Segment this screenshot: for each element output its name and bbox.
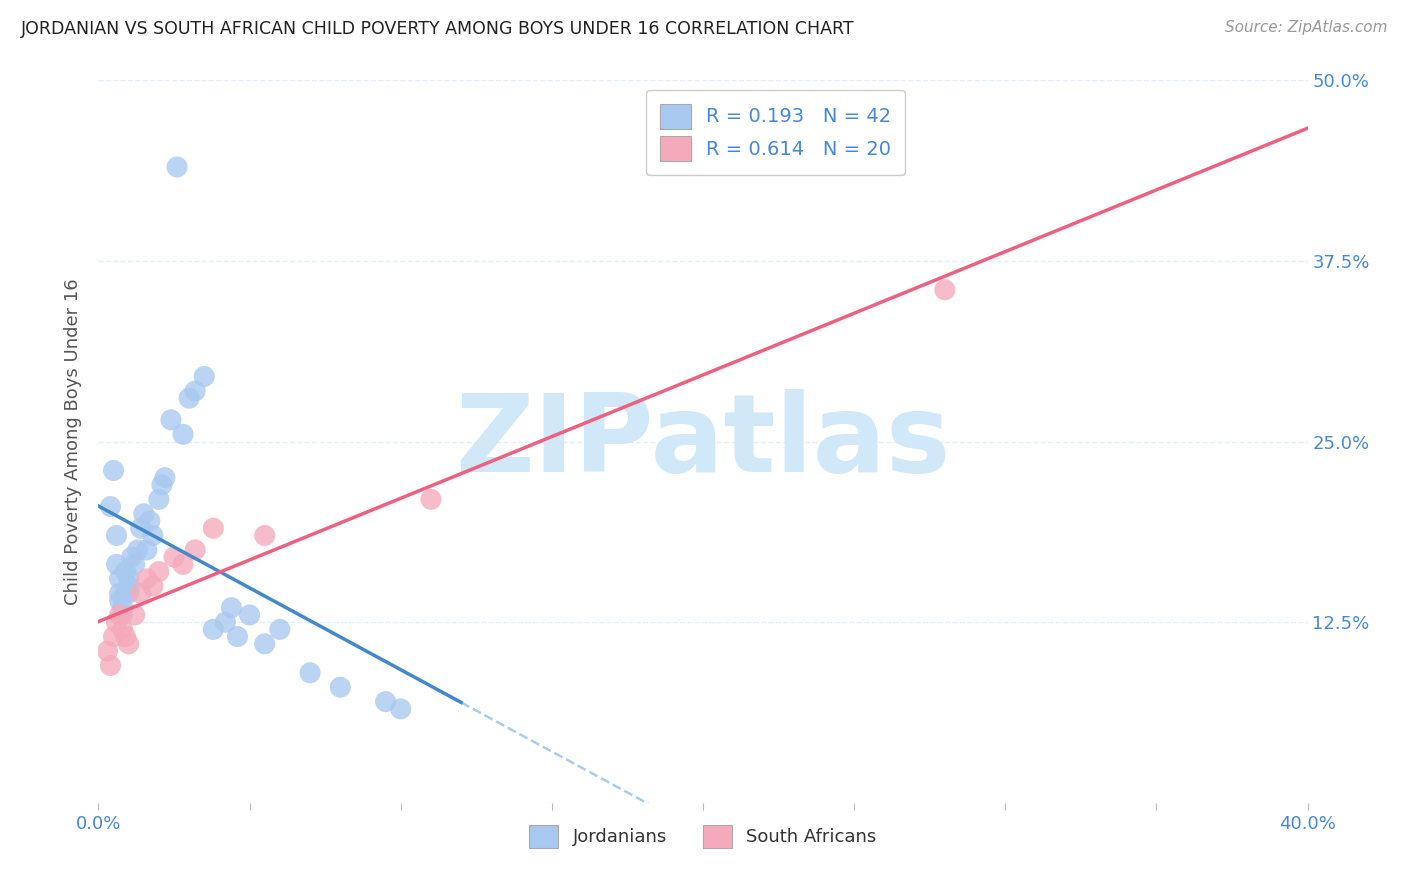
- Point: [160, 413, 183, 427]
- Point: [132, 507, 155, 521]
- Point: [202, 521, 225, 535]
- Point: [96, 644, 118, 658]
- Point: [142, 579, 165, 593]
- Point: [184, 542, 207, 557]
- Legend: Jordanians, South Africans: Jordanians, South Africans: [522, 818, 884, 855]
- Point: [105, 528, 128, 542]
- Point: [329, 680, 352, 694]
- Point: [226, 630, 249, 644]
- Point: [135, 572, 157, 586]
- Point: [221, 600, 243, 615]
- Point: [420, 492, 443, 507]
- Point: [179, 391, 201, 405]
- Point: [184, 384, 207, 398]
- Point: [135, 542, 157, 557]
- Point: [118, 579, 141, 593]
- Point: [114, 565, 136, 579]
- Point: [111, 607, 134, 622]
- Point: [100, 658, 122, 673]
- Point: [389, 702, 412, 716]
- Point: [108, 572, 131, 586]
- Text: ZIPatlas: ZIPatlas: [456, 389, 950, 494]
- Point: [214, 615, 236, 630]
- Text: JORDANIAN VS SOUTH AFRICAN CHILD POVERTY AMONG BOYS UNDER 16 CORRELATION CHART: JORDANIAN VS SOUTH AFRICAN CHILD POVERTY…: [21, 20, 855, 37]
- Point: [239, 607, 262, 622]
- Point: [163, 550, 186, 565]
- Point: [142, 528, 165, 542]
- Point: [121, 550, 143, 565]
- Point: [103, 630, 125, 644]
- Point: [108, 586, 131, 600]
- Point: [172, 558, 194, 572]
- Point: [150, 478, 173, 492]
- Point: [105, 558, 128, 572]
- Point: [153, 470, 176, 484]
- Point: [148, 565, 170, 579]
- Point: [934, 283, 956, 297]
- Point: [118, 572, 141, 586]
- Point: [172, 427, 194, 442]
- Point: [129, 586, 152, 600]
- Point: [166, 160, 188, 174]
- Point: [124, 607, 146, 622]
- Point: [253, 637, 276, 651]
- Point: [108, 593, 131, 607]
- Point: [103, 463, 125, 477]
- Point: [269, 623, 291, 637]
- Point: [111, 623, 134, 637]
- Y-axis label: Child Poverty Among Boys Under 16: Child Poverty Among Boys Under 16: [65, 278, 83, 605]
- Point: [299, 665, 322, 680]
- Point: [124, 558, 146, 572]
- Point: [253, 528, 276, 542]
- Point: [111, 600, 134, 615]
- Point: [114, 630, 136, 644]
- Point: [374, 695, 396, 709]
- Point: [193, 369, 215, 384]
- Point: [118, 637, 141, 651]
- Point: [118, 586, 141, 600]
- Point: [139, 514, 162, 528]
- Point: [100, 500, 122, 514]
- Point: [129, 521, 152, 535]
- Point: [108, 607, 131, 622]
- Point: [202, 623, 225, 637]
- Point: [105, 615, 128, 630]
- Point: [114, 586, 136, 600]
- Text: Source: ZipAtlas.com: Source: ZipAtlas.com: [1225, 20, 1388, 35]
- Point: [148, 492, 170, 507]
- Point: [127, 542, 149, 557]
